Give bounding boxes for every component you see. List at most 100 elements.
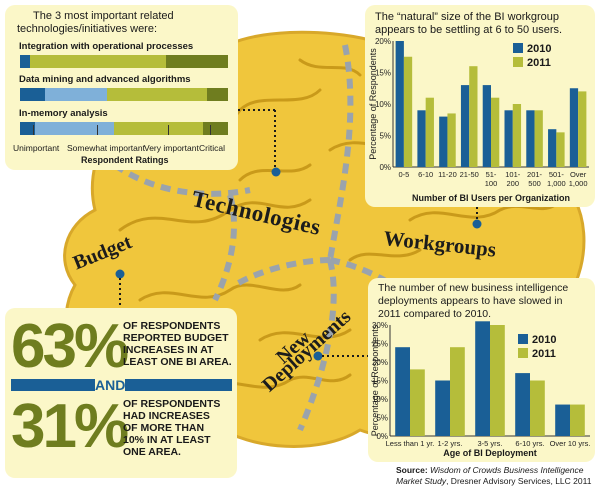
scale-label-3: Very important bbox=[144, 143, 199, 153]
x-tick-label: 0-5 bbox=[398, 170, 409, 179]
scale-title: Respondent Ratings bbox=[81, 155, 169, 165]
y-tick-label: 5% bbox=[376, 414, 388, 423]
budget-pct-2: 31% bbox=[11, 392, 129, 461]
bar-2010-2 bbox=[475, 321, 490, 436]
y-axis-title: Percentage of Respondents bbox=[370, 324, 380, 436]
bar-2011-1 bbox=[450, 347, 465, 436]
scale-label-4: Critical bbox=[199, 143, 225, 153]
bar-2010-0 bbox=[395, 41, 404, 167]
budget-text-2-line-3: OF MORE THAN bbox=[123, 422, 205, 434]
bar-2011-3 bbox=[530, 380, 545, 436]
y-tick-label: 10% bbox=[375, 100, 391, 109]
legend-swatch-2011 bbox=[513, 57, 523, 67]
deploy-text-2: deployments appears to have slowed in bbox=[378, 295, 563, 307]
deploy-bar-chart: 0% 5% 10% 15% 20% 25% 30% Less than 1 yr. 1-2 yr… bbox=[370, 321, 590, 458]
bar-2010-8 bbox=[569, 88, 579, 167]
and-label: AND bbox=[95, 377, 126, 393]
budget-text-2-line-2: HAD INCREASES bbox=[123, 410, 210, 422]
bar-2011-2 bbox=[447, 113, 456, 167]
legend-swatch-2010 bbox=[518, 334, 528, 344]
scale-tick-2 bbox=[97, 125, 98, 135]
y-tick-label: 0% bbox=[376, 432, 388, 441]
x-tick-label: 3-5 yrs. bbox=[477, 439, 502, 448]
x-tick-label: 6-10 bbox=[418, 170, 433, 179]
bar-2011-2 bbox=[490, 325, 505, 436]
item-2-bar bbox=[20, 88, 228, 101]
x-tick-label: Over bbox=[570, 170, 587, 179]
source-line-2: Market Study, Dresner Advisory Services,… bbox=[396, 476, 591, 486]
y-tick-label: 20% bbox=[375, 37, 391, 46]
scale-tick-4 bbox=[210, 125, 211, 135]
source-title: Wisdom of Crowds Business Intelligence bbox=[430, 465, 584, 475]
bar-2011-0 bbox=[410, 369, 425, 436]
related-tech-title-2: technologies/initiatives were: bbox=[17, 23, 158, 35]
item-1-label: Integration with operational processes bbox=[19, 41, 194, 52]
item-3-segment-3 bbox=[113, 122, 204, 135]
related-tech-panel: The 3 most important related technologie… bbox=[5, 5, 238, 170]
budget-text-1-line-1: OF RESPONDENTS bbox=[123, 320, 221, 332]
bar-2011-3 bbox=[469, 66, 478, 167]
bar-2011-7 bbox=[556, 132, 565, 167]
and-stripe-right bbox=[125, 379, 232, 391]
bar-2011-1 bbox=[425, 97, 434, 167]
x-tick-label: 6-10 yrs. bbox=[515, 439, 544, 448]
y-tick-label: 5% bbox=[379, 132, 391, 141]
bar-2010-6 bbox=[526, 110, 535, 167]
workgroup-text-2: appears to be settling at 6 to 50 users. bbox=[375, 24, 563, 36]
and-stripe-left bbox=[11, 379, 95, 391]
item-3-segment-4 bbox=[203, 122, 228, 135]
x-tick-label: 501- bbox=[549, 170, 565, 179]
x-axis-title: Age of BI Deployment bbox=[443, 448, 537, 458]
item-2-segment-3 bbox=[107, 88, 208, 101]
scale-label-2: Somewhat important bbox=[67, 143, 145, 153]
item-1-segment-1 bbox=[20, 55, 31, 68]
y-tick-label: 15% bbox=[375, 69, 391, 78]
item-1-segment-3 bbox=[30, 55, 166, 68]
bar-2011-4 bbox=[570, 404, 585, 436]
y-tick-label: 0% bbox=[379, 163, 391, 172]
bar-2010-1 bbox=[435, 380, 450, 436]
budget-text-1-line-2: REPORTED BUDGET bbox=[123, 332, 229, 344]
x-tick-label: 500 bbox=[528, 179, 541, 188]
budget-text-2: OF RESPONDENTS HAD INCREASES OF MORE THA… bbox=[123, 398, 220, 458]
deploy-text-1: The number of new business intelligence bbox=[378, 282, 569, 294]
bar-2011-4 bbox=[491, 97, 500, 167]
item-2-segment-1 bbox=[20, 88, 45, 101]
x-tick-label: 1,000 bbox=[569, 179, 588, 188]
item-2-label: Data mining and advanced algorithms bbox=[19, 74, 191, 85]
budget-text-2-line-4: 10% IN AT LEAST bbox=[123, 434, 211, 446]
item-2-segment-2 bbox=[44, 88, 108, 101]
workgroup-bar-chart: 0% 5% 10% 15% 20% 0-5 6-10 11-20 21-50 51-100 101-… bbox=[368, 37, 589, 203]
item-3-bar bbox=[20, 122, 228, 135]
x-tick-label: 51- bbox=[486, 170, 497, 179]
budget-text-2-line-5: ONE AREA. bbox=[123, 446, 181, 458]
x-tick-label: 21-50 bbox=[460, 170, 479, 179]
deploy-text-3: 2011 compared to 2010. bbox=[378, 308, 492, 320]
x-tick-label: 1-2 yrs. bbox=[437, 439, 462, 448]
item-1-segment-4 bbox=[165, 55, 228, 68]
budget-text-1: OF RESPONDENTS REPORTED BUDGET INCREASES… bbox=[123, 320, 232, 368]
source-line-1: Source: Wisdom of Crowds Business Intell… bbox=[396, 465, 584, 475]
source-publisher: , Dresner Advisory Services, LLC 2011 bbox=[446, 476, 592, 486]
scale-label-1: Unimportant bbox=[13, 143, 60, 153]
workgroup-text-1: The “natural” size of the BI workgroup bbox=[375, 11, 560, 23]
dashed-divider-lines bbox=[113, 44, 463, 432]
y-tick-label: 10% bbox=[372, 395, 388, 404]
budget-pct-1: 63% bbox=[11, 312, 129, 381]
bar-2011-8 bbox=[578, 91, 587, 167]
scale-tick-1 bbox=[33, 125, 34, 135]
y-tick-label: 25% bbox=[372, 340, 388, 349]
y-tick-label: 30% bbox=[372, 321, 388, 330]
bar-2010-7 bbox=[548, 129, 557, 167]
bar-2010-4 bbox=[482, 85, 491, 167]
bar-2010-2 bbox=[439, 116, 448, 167]
x-axis-title: Number of BI Users per Organization bbox=[412, 193, 570, 203]
x-tick-label: 200 bbox=[507, 179, 520, 188]
x-tick-label: Less than 1 yr. bbox=[386, 439, 435, 448]
legend-label-2010: 2010 bbox=[532, 334, 556, 346]
legend-label-2010: 2010 bbox=[527, 43, 551, 55]
x-tick-label: 201- bbox=[527, 170, 543, 179]
bar-2010-5 bbox=[504, 110, 513, 167]
bar-2010-1 bbox=[417, 110, 426, 167]
